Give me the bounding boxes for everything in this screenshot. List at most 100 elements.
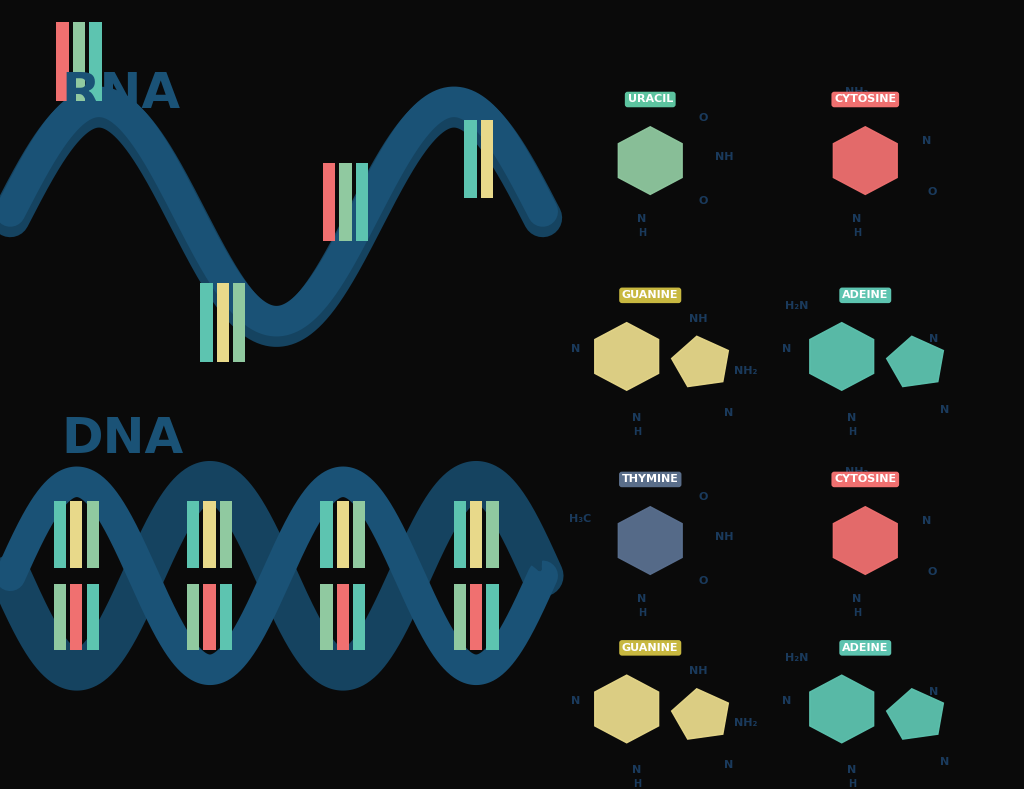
Polygon shape (810, 323, 873, 391)
FancyBboxPatch shape (465, 120, 477, 198)
Text: H₂N: H₂N (785, 653, 808, 663)
Text: N: N (922, 516, 932, 526)
Text: N: N (570, 696, 581, 706)
Text: N: N (781, 344, 792, 353)
FancyBboxPatch shape (233, 283, 246, 361)
Text: CYTOSINE: CYTOSINE (835, 95, 896, 104)
Text: N: N (570, 344, 581, 353)
Text: N: N (847, 765, 857, 775)
Text: NH: NH (715, 532, 733, 541)
Polygon shape (672, 336, 728, 387)
Text: H: H (853, 608, 861, 619)
Text: H: H (638, 229, 646, 238)
Text: N: N (781, 696, 792, 706)
Polygon shape (834, 507, 897, 574)
FancyBboxPatch shape (355, 163, 368, 241)
Polygon shape (595, 323, 658, 391)
Text: N: N (852, 215, 862, 224)
Text: N: N (637, 215, 647, 224)
FancyBboxPatch shape (337, 584, 349, 650)
Text: H: H (633, 427, 641, 436)
Text: THYMINE: THYMINE (622, 474, 679, 484)
Text: N: N (929, 686, 939, 697)
FancyBboxPatch shape (87, 501, 99, 568)
FancyBboxPatch shape (321, 584, 333, 650)
Text: O: O (698, 576, 709, 586)
FancyBboxPatch shape (470, 501, 482, 568)
FancyBboxPatch shape (87, 584, 99, 650)
FancyBboxPatch shape (454, 501, 466, 568)
FancyBboxPatch shape (73, 22, 85, 101)
FancyBboxPatch shape (54, 501, 67, 568)
Text: O: O (620, 643, 630, 653)
Text: H₂N: H₂N (785, 301, 808, 311)
FancyBboxPatch shape (217, 283, 229, 361)
Polygon shape (834, 127, 897, 194)
FancyBboxPatch shape (323, 163, 335, 241)
Text: RNA: RNA (61, 70, 180, 118)
Polygon shape (618, 127, 682, 194)
Text: NH: NH (689, 314, 708, 323)
Text: CYTOSINE: CYTOSINE (835, 474, 896, 484)
Text: N: N (922, 136, 932, 146)
Text: N: N (724, 408, 734, 418)
FancyBboxPatch shape (353, 584, 366, 650)
FancyBboxPatch shape (187, 584, 200, 650)
Text: O: O (698, 492, 709, 503)
FancyBboxPatch shape (486, 584, 499, 650)
Text: N: N (939, 405, 949, 415)
Text: NH: NH (689, 667, 708, 676)
FancyBboxPatch shape (220, 501, 232, 568)
Text: O: O (698, 196, 709, 207)
Text: H: H (638, 608, 646, 619)
Text: H: H (848, 780, 856, 789)
Text: O: O (698, 113, 709, 122)
Text: N: N (637, 594, 647, 604)
Text: N: N (929, 335, 939, 344)
Text: N: N (632, 413, 642, 423)
Text: GUANINE: GUANINE (622, 290, 679, 301)
FancyBboxPatch shape (486, 501, 499, 568)
Polygon shape (810, 675, 873, 742)
FancyBboxPatch shape (204, 584, 216, 650)
Text: GUANINE: GUANINE (622, 643, 679, 653)
Text: ADEINE: ADEINE (842, 643, 889, 653)
FancyBboxPatch shape (89, 22, 101, 101)
Text: N: N (939, 757, 949, 767)
FancyBboxPatch shape (54, 584, 67, 650)
FancyBboxPatch shape (470, 584, 482, 650)
FancyBboxPatch shape (71, 501, 83, 568)
FancyBboxPatch shape (71, 584, 83, 650)
FancyBboxPatch shape (337, 501, 349, 568)
Polygon shape (887, 689, 943, 739)
Text: N: N (724, 761, 734, 770)
FancyBboxPatch shape (204, 501, 216, 568)
Polygon shape (672, 689, 728, 739)
FancyBboxPatch shape (481, 120, 494, 198)
Text: NH₂: NH₂ (734, 718, 757, 728)
FancyBboxPatch shape (201, 283, 213, 361)
Text: N: N (632, 765, 642, 775)
Text: O: O (927, 567, 937, 577)
Text: NH₂: NH₂ (846, 466, 868, 477)
Polygon shape (887, 336, 943, 387)
Text: NH₂: NH₂ (846, 87, 868, 97)
FancyBboxPatch shape (187, 501, 200, 568)
Text: URACIL: URACIL (628, 95, 673, 104)
FancyBboxPatch shape (56, 22, 69, 101)
FancyBboxPatch shape (339, 163, 351, 241)
Polygon shape (618, 507, 682, 574)
Text: O: O (927, 187, 937, 197)
Polygon shape (595, 675, 658, 742)
Text: NH: NH (715, 151, 733, 162)
FancyBboxPatch shape (321, 501, 333, 568)
Text: H₃C: H₃C (569, 514, 592, 524)
Text: N: N (847, 413, 857, 423)
Text: NH₂: NH₂ (734, 365, 757, 376)
FancyBboxPatch shape (220, 584, 232, 650)
Text: O: O (620, 290, 630, 301)
FancyBboxPatch shape (454, 584, 466, 650)
Text: H: H (633, 780, 641, 789)
Text: N: N (852, 594, 862, 604)
Text: ADEINE: ADEINE (842, 290, 889, 301)
